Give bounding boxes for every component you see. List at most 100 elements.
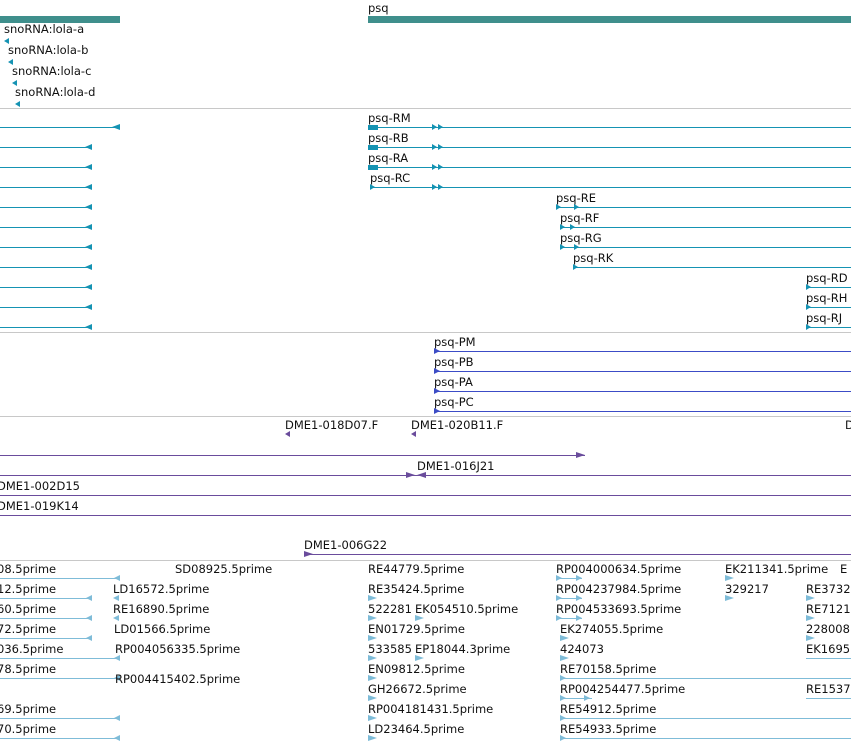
forward-arrow-icon xyxy=(806,324,811,330)
forward-arrow-icon xyxy=(806,615,815,621)
transcript-label: psq-RB xyxy=(368,131,409,145)
est-line xyxy=(0,658,120,659)
est-label: RP004056335.5prime xyxy=(115,642,241,656)
reverse-arrow-icon xyxy=(114,675,120,681)
est-label: 08.5prime xyxy=(0,562,57,576)
forward-arrow-icon xyxy=(556,204,561,210)
est-track: 08.5prime 12.5prime 60.5prime 72.5prime … xyxy=(0,561,851,744)
forward-arrow-icon xyxy=(556,615,562,621)
est-label: EK054510.5prime xyxy=(415,602,519,616)
intron-line xyxy=(0,147,92,148)
forward-arrow-icon xyxy=(806,304,811,310)
forward-arrow-icon xyxy=(438,184,443,190)
reverse-arrow-icon xyxy=(114,655,120,661)
forward-arrow-icon xyxy=(570,224,575,230)
intron-line xyxy=(0,307,92,308)
reverse-arrow-icon xyxy=(112,124,120,130)
clone-line xyxy=(0,515,851,516)
reverse-arrow-icon xyxy=(85,244,92,250)
forward-arrow-icon xyxy=(432,184,437,190)
forward-arrow-icon xyxy=(368,695,377,701)
forward-arrow-icon xyxy=(432,144,437,150)
protein-track: psq-PM psq-PB psq-PA psq-PC xyxy=(0,333,851,416)
intron-line xyxy=(368,147,851,148)
track-separator xyxy=(0,332,851,333)
transcript-label: psq-RF xyxy=(560,211,600,225)
protein-line xyxy=(434,411,851,412)
forward-arrow-icon xyxy=(806,284,811,290)
reverse-arrow-icon xyxy=(85,324,92,330)
clone-label: DME1-018D07.F xyxy=(285,418,379,432)
protein-label: psq-PB xyxy=(434,355,474,369)
transcript-label: psq-RE xyxy=(556,191,596,205)
clone-track: DME1-018D07.F DME1-020B11.F D DME1-016J2… xyxy=(0,417,851,560)
transcript-label: psq-RC xyxy=(370,171,411,185)
intron-line xyxy=(0,187,92,188)
est-label: E xyxy=(840,562,848,576)
est-label: RE54933.5prime xyxy=(560,722,657,736)
reverse-arrow-icon xyxy=(85,164,92,170)
protein-line xyxy=(434,391,851,392)
intron-line xyxy=(0,167,92,168)
reverse-arrow-icon xyxy=(113,595,119,601)
forward-arrow-icon xyxy=(574,244,579,250)
reverse-arrow-icon xyxy=(85,144,92,150)
forward-arrow-icon xyxy=(370,184,375,190)
est-label: 533585 xyxy=(368,642,412,656)
intron-line xyxy=(0,227,92,228)
clone-label: DME1-002D15 xyxy=(0,479,80,493)
forward-arrow-icon xyxy=(573,264,578,270)
intron-line xyxy=(0,327,92,328)
gene-track: psq snoRNA:lola-a snoRNA:lola-b snoRNA:l… xyxy=(0,0,851,108)
est-line xyxy=(560,738,851,739)
intron-line xyxy=(368,127,851,128)
forward-arrow-icon xyxy=(560,715,566,721)
est-label: EK274055.5prime xyxy=(560,622,664,636)
intron-line xyxy=(0,207,92,208)
est-line xyxy=(0,718,120,719)
reverse-arrow-icon xyxy=(411,431,416,437)
est-label: RE35424.5prime xyxy=(368,582,465,596)
transcript-label: psq-RH xyxy=(806,291,848,305)
forward-arrow-icon xyxy=(434,408,440,414)
est-label: RP004415402.5prime xyxy=(115,672,241,686)
est-line xyxy=(0,618,92,619)
est-label: GH26672.5prime xyxy=(368,682,467,696)
forward-arrow-icon xyxy=(304,551,313,557)
reverse-arrow-icon xyxy=(85,284,92,290)
est-label: LD23464.5prime xyxy=(368,722,465,736)
est-line xyxy=(0,598,92,599)
forward-arrow-icon xyxy=(368,675,377,681)
est-line xyxy=(0,678,120,679)
est-label: SD08925.5prime xyxy=(175,562,273,576)
exon-block xyxy=(368,165,378,170)
intron-line xyxy=(0,127,120,128)
reverse-arrow-icon xyxy=(114,715,120,721)
forward-arrow-icon xyxy=(576,595,582,601)
clone-line xyxy=(0,495,851,496)
intron-line xyxy=(0,267,92,268)
forward-arrow-icon xyxy=(576,452,585,458)
transcript-label: psq-RA xyxy=(368,151,409,165)
est-label: 12.5prime xyxy=(0,582,57,596)
forward-arrow-icon xyxy=(438,144,443,150)
reverse-arrow-icon xyxy=(12,80,17,86)
forward-arrow-icon xyxy=(368,635,377,641)
snorna-label: snoRNA:lola-c xyxy=(12,64,92,78)
forward-arrow-icon xyxy=(560,695,566,701)
est-label: RE70158.5prime xyxy=(560,662,657,676)
est-label: RP004254477.5prime xyxy=(560,682,686,696)
forward-arrow-icon xyxy=(434,388,440,394)
reverse-arrow-icon xyxy=(15,101,20,107)
intron-line xyxy=(0,287,92,288)
intron-line xyxy=(556,207,851,208)
forward-arrow-icon xyxy=(576,575,582,581)
intron-line xyxy=(560,247,851,248)
intron-line xyxy=(370,187,851,188)
reverse-arrow-icon xyxy=(85,264,92,270)
clone-label: DME1-020B11.F xyxy=(411,418,504,432)
transcript-label: psq-RG xyxy=(560,231,602,245)
forward-arrow-icon xyxy=(560,224,565,230)
reverse-arrow-icon xyxy=(86,595,92,601)
gene-bar xyxy=(368,16,851,23)
